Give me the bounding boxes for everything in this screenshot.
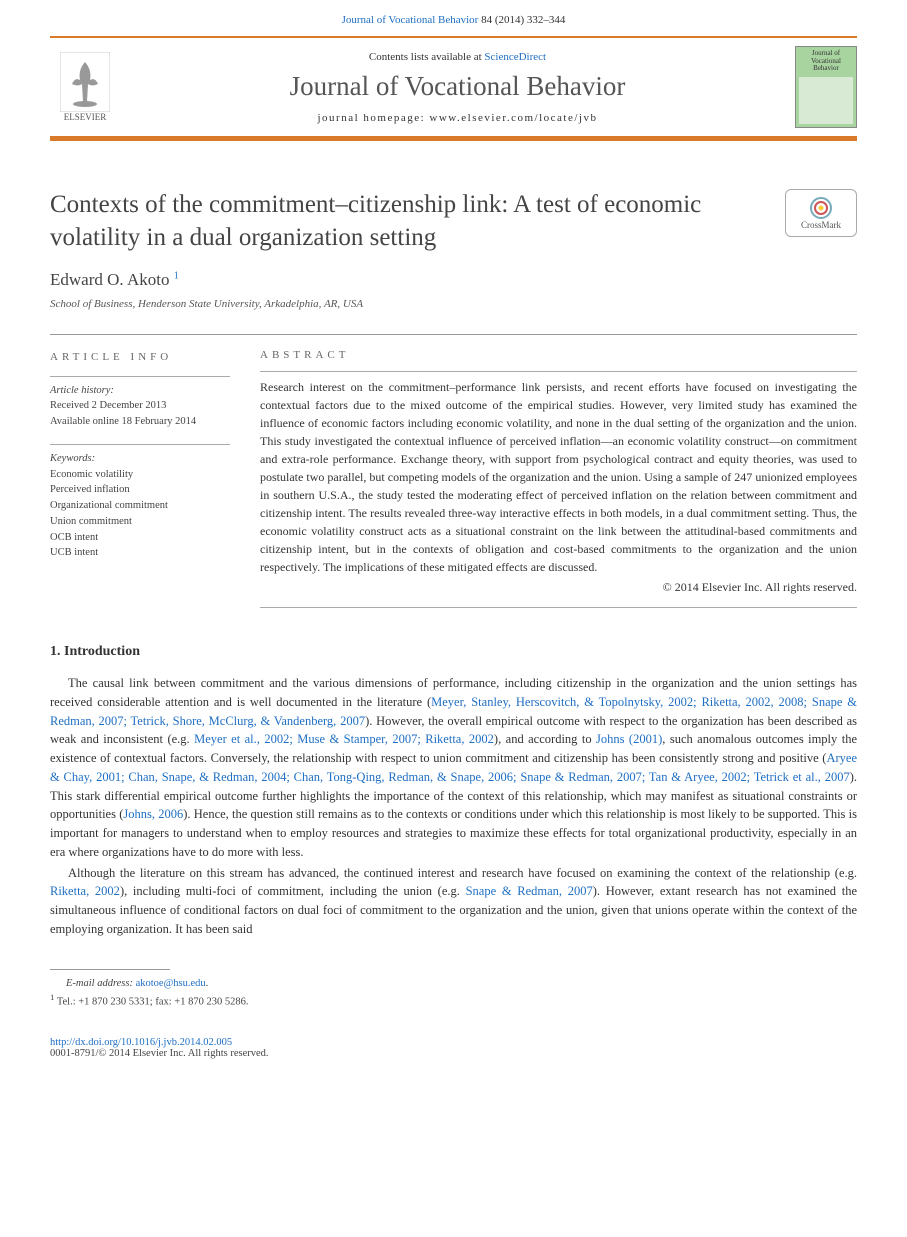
tel-superscript: 1 xyxy=(50,992,54,1002)
abstract-text: Research interest on the commitment–perf… xyxy=(260,378,857,576)
citation-link[interactable]: Johns (2001) xyxy=(596,732,662,746)
keyword: Union commitment xyxy=(50,514,230,530)
doi-link[interactable]: http://dx.doi.org/10.1016/j.jvb.2014.02.… xyxy=(50,1037,232,1048)
abstract-divider xyxy=(260,371,857,372)
citation-link[interactable]: Johns, 2006 xyxy=(123,807,183,821)
tel-text: Tel.: +1 870 230 5331; fax: +1 870 230 5… xyxy=(57,997,249,1008)
keyword: Economic volatility xyxy=(50,467,230,483)
intro-text: ), and according to xyxy=(494,732,596,746)
abstract-bottom-divider xyxy=(260,607,857,608)
top-citation-text: 84 (2014) 332–344 xyxy=(481,14,565,26)
keyword: Perceived inflation xyxy=(50,482,230,498)
citation-link[interactable]: Snape & Redman, 2007 xyxy=(466,884,593,898)
email-label: E-mail address: xyxy=(66,978,133,989)
info-divider xyxy=(50,444,230,445)
intro-text: ), including multi-foci of commitment, i… xyxy=(120,884,466,898)
sciencedirect-link[interactable]: ScienceDirect xyxy=(484,51,546,63)
footer-divider xyxy=(50,969,170,970)
email-line: E-mail address: akotoe@hsu.edu. xyxy=(50,976,857,992)
keyword: UCB intent xyxy=(50,545,230,561)
keywords-heading: Keywords: xyxy=(50,451,230,467)
contents-prefix: Contents lists available at xyxy=(369,51,482,63)
cover-body xyxy=(799,77,853,124)
tel-line: 1 Tel.: +1 870 230 5331; fax: +1 870 230… xyxy=(50,991,857,1010)
crossmark-label: CrossMark xyxy=(801,220,841,230)
journal-cover-thumbnail: Journal of Vocational Behavior xyxy=(795,46,857,128)
affiliation: School of Business, Henderson State Univ… xyxy=(50,298,857,310)
title-section: Contexts of the commitment–citizenship l… xyxy=(50,189,857,254)
crossmark-icon xyxy=(809,196,833,220)
author-section: Edward O. Akoto 1 xyxy=(50,270,857,290)
citation-link[interactable]: Meyer et al., 2002; Muse & Stamper, 2007… xyxy=(194,732,494,746)
elsevier-tree-icon xyxy=(60,52,110,112)
crossmark-badge[interactable]: CrossMark xyxy=(785,189,857,237)
email-suffix: . xyxy=(206,978,209,989)
intro-text: Although the literature on this stream h… xyxy=(68,866,857,880)
info-divider xyxy=(50,376,230,377)
cover-title-line3: Behavior xyxy=(811,65,841,73)
homepage-prefix: journal homepage: xyxy=(317,112,425,124)
received-date: Received 2 December 2013 xyxy=(50,398,230,414)
citation-link[interactable]: Riketta, 2002 xyxy=(50,884,120,898)
elsevier-logo: ELSEVIER xyxy=(50,52,120,122)
keyword: Organizational commitment xyxy=(50,498,230,514)
intro-paragraph-2: Although the literature on this stream h… xyxy=(50,864,857,939)
bottom-bar: http://dx.doi.org/10.1016/j.jvb.2014.02.… xyxy=(50,1037,857,1059)
intro-heading: 1. Introduction xyxy=(50,644,857,660)
author-name-text: Edward O. Akoto xyxy=(50,270,169,289)
contents-line: Contents lists available at ScienceDirec… xyxy=(120,51,795,63)
article-info-column: article info Article history: Received 2… xyxy=(50,335,250,614)
info-abstract-row: article info Article history: Received 2… xyxy=(50,335,857,614)
issn-copyright: 0001-8791/© 2014 Elsevier Inc. All right… xyxy=(50,1048,857,1059)
top-citation: Journal of Vocational Behavior 84 (2014)… xyxy=(0,0,907,36)
cover-title: Journal of Vocational Behavior xyxy=(811,50,841,73)
journal-name: Journal of Vocational Behavior xyxy=(120,71,795,102)
intro-paragraph-1: The causal link between commitment and t… xyxy=(50,674,857,862)
article-title: Contexts of the commitment–citizenship l… xyxy=(50,189,765,254)
header-center: Contents lists available at ScienceDirec… xyxy=(120,51,795,124)
email-link[interactable]: akotoe@hsu.edu xyxy=(136,978,206,989)
available-online-date: Available online 18 February 2014 xyxy=(50,414,230,430)
abstract-label: abstract xyxy=(260,349,857,361)
homepage-url: www.elsevier.com/locate/jvb xyxy=(429,112,597,124)
author-name: Edward O. Akoto 1 xyxy=(50,270,179,289)
abstract-column: abstract Research interest on the commit… xyxy=(250,335,857,614)
author-superscript[interactable]: 1 xyxy=(174,270,179,281)
elsevier-label: ELSEVIER xyxy=(64,112,107,122)
journal-header: ELSEVIER Contents lists available at Sci… xyxy=(50,36,857,141)
history-heading: Article history: xyxy=(50,383,230,399)
keyword: OCB intent xyxy=(50,530,230,546)
top-journal-link[interactable]: Journal of Vocational Behavior xyxy=(342,14,479,26)
homepage-line: journal homepage: www.elsevier.com/locat… xyxy=(120,112,795,124)
intro-section: 1. Introduction The causal link between … xyxy=(50,644,857,939)
footer-notes: E-mail address: akotoe@hsu.edu. 1 Tel.: … xyxy=(50,976,857,1011)
article-info-label: article info xyxy=(50,349,230,366)
abstract-copyright: © 2014 Elsevier Inc. All rights reserved… xyxy=(260,580,857,595)
